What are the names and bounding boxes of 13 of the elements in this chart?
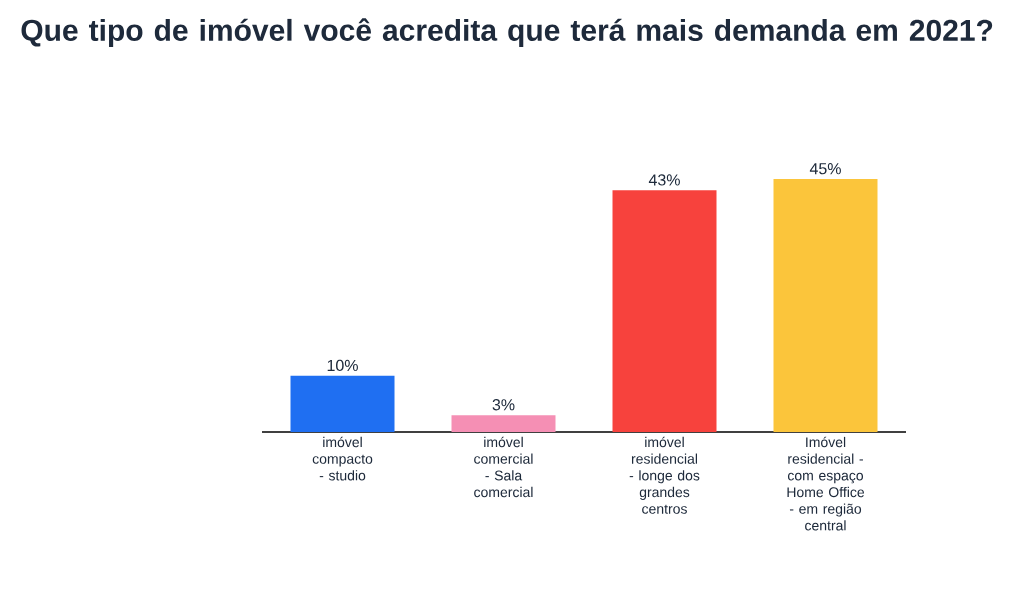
- bar: [290, 375, 395, 432]
- bar: [451, 415, 556, 432]
- x-tick-label: Imóvel residencial - com espaço Home Office - em região central: [787, 436, 865, 531]
- data-label: 43%: [648, 174, 680, 186]
- data-label: 45%: [809, 163, 841, 175]
- chart-title: Que tipo de imóvel você acredita que terá mais demanda em 2021?: [21, 18, 993, 47]
- x-tick-label: imóvel residencial - longe dos grandes centros: [629, 436, 700, 514]
- x-tick-label: imóvel comercial - Sala comercial: [474, 436, 533, 498]
- data-label: 10%: [327, 359, 358, 372]
- data-label: 3%: [492, 399, 515, 411]
- bar: [773, 179, 878, 432]
- bar: [612, 190, 717, 432]
- x-tick-label: imóvel compacto - studio: [312, 436, 373, 481]
